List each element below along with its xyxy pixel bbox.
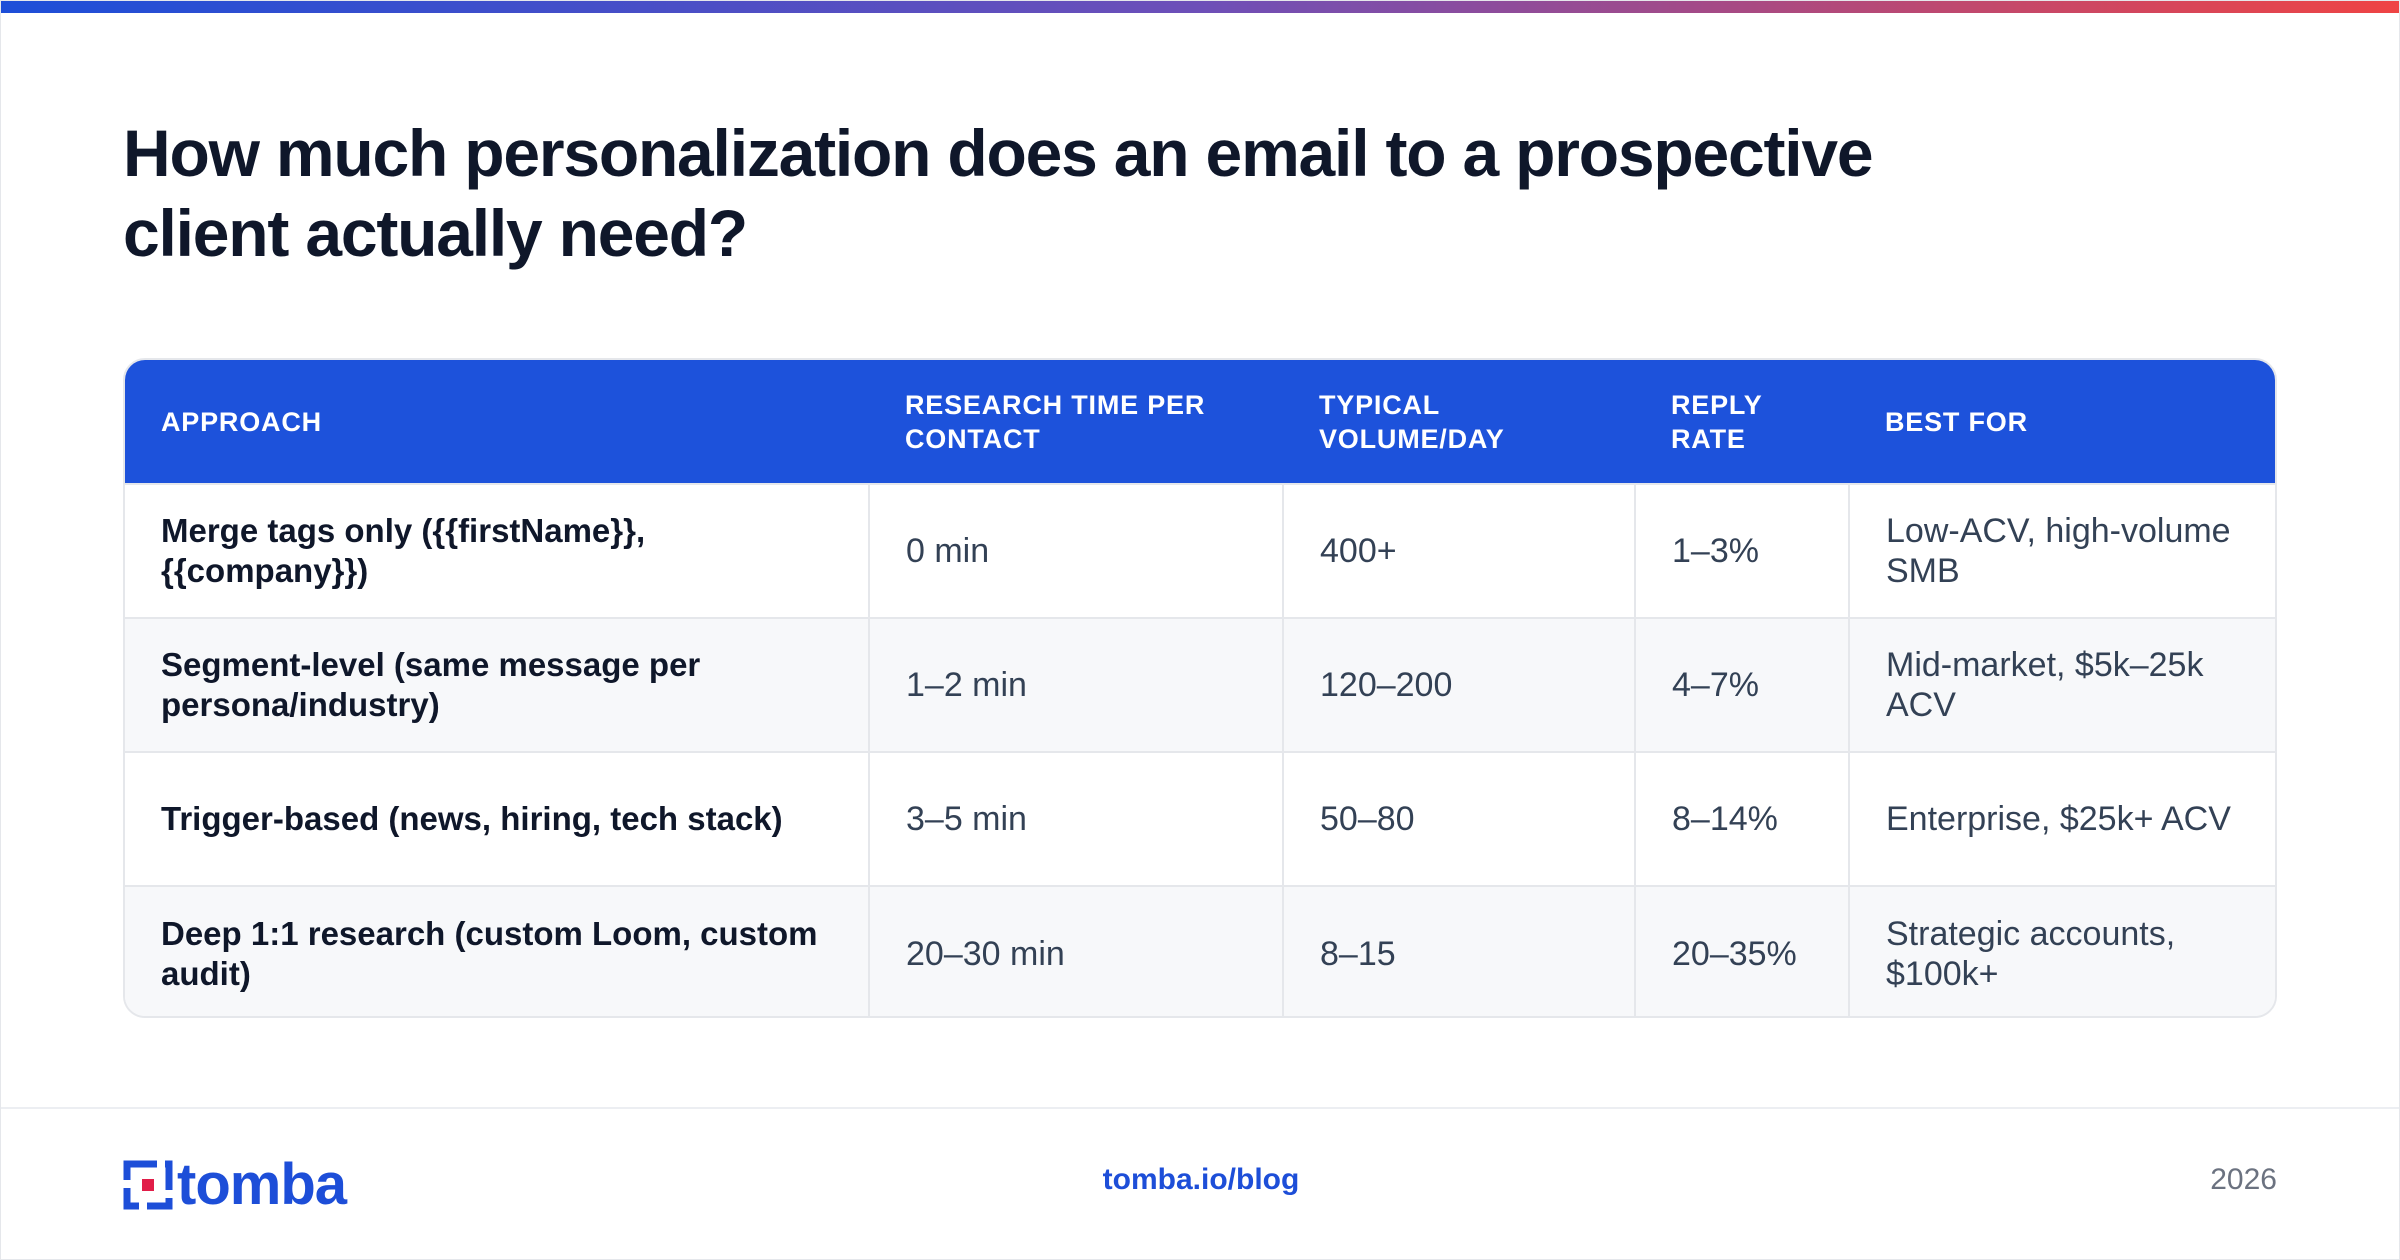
logo-wordmark: tomba	[177, 1152, 347, 1217]
cell-best-for: Strategic accounts, $100k+	[1848, 885, 2275, 1016]
cell-approach: Deep 1:1 research (custom Loom, custom a…	[125, 885, 869, 1016]
cell-research-time: 0 min	[868, 483, 1283, 618]
footer-divider	[1, 1107, 2399, 1109]
header-volume: TYPICAL VOLUME/DAY	[1283, 360, 1635, 484]
top-gradient-bar	[1, 1, 2399, 13]
header-research-time: RESEARCH TIME PER CONTACT	[869, 360, 1283, 484]
cell-reply-rate: 8–14%	[1634, 751, 1849, 886]
cell-best-for: Enterprise, $25k+ ACV	[1848, 751, 2275, 886]
footer-year: 2026	[2210, 1163, 2277, 1196]
table-row: Merge tags only ({{firstName}}, {{compan…	[125, 483, 2275, 618]
header-reply-rate: REPLY RATE	[1635, 360, 1849, 484]
cell-research-time: 1–2 min	[868, 617, 1283, 752]
cell-approach: Merge tags only ({{firstName}}, {{compan…	[125, 483, 869, 618]
cell-volume: 8–15	[1282, 885, 1635, 1016]
header-best-for: BEST FOR	[1849, 360, 2275, 484]
table-row: Segment-level (same message per persona/…	[125, 617, 2275, 752]
page-title: How much personalization does an email t…	[123, 116, 1874, 270]
cell-best-for: Low-ACV, high-volume SMB	[1848, 483, 2275, 618]
table-header-row: APPROACH RESEARCH TIME PER CONTACT TYPIC…	[125, 360, 2275, 484]
cell-volume: 120–200	[1282, 617, 1635, 752]
cell-research-time: 20–30 min	[868, 885, 1283, 1016]
header-approach: APPROACH	[125, 360, 869, 484]
tomba-logo-mark-icon	[123, 1160, 173, 1210]
cell-reply-rate: 1–3%	[1634, 483, 1849, 618]
cell-best-for: Mid-market, $5k–25k ACV	[1848, 617, 2275, 752]
blog-link[interactable]: tomba.io/blog	[1102, 1163, 1300, 1196]
cell-volume: 50–80	[1282, 751, 1635, 886]
cell-approach: Segment-level (same message per persona/…	[125, 617, 869, 752]
cell-research-time: 3–5 min	[868, 751, 1283, 886]
table-row: Trigger-based (news, hiring, tech stack)…	[125, 751, 2275, 886]
cell-volume: 400+	[1282, 483, 1635, 618]
cell-reply-rate: 20–35%	[1634, 885, 1849, 1016]
tomba-logo[interactable]: tomba	[123, 1152, 347, 1217]
comparison-table: APPROACH RESEARCH TIME PER CONTACT TYPIC…	[123, 358, 2277, 1018]
cell-approach: Trigger-based (news, hiring, tech stack)	[125, 751, 869, 886]
cell-reply-rate: 4–7%	[1634, 617, 1849, 752]
table-row: Deep 1:1 research (custom Loom, custom a…	[125, 885, 2275, 1016]
